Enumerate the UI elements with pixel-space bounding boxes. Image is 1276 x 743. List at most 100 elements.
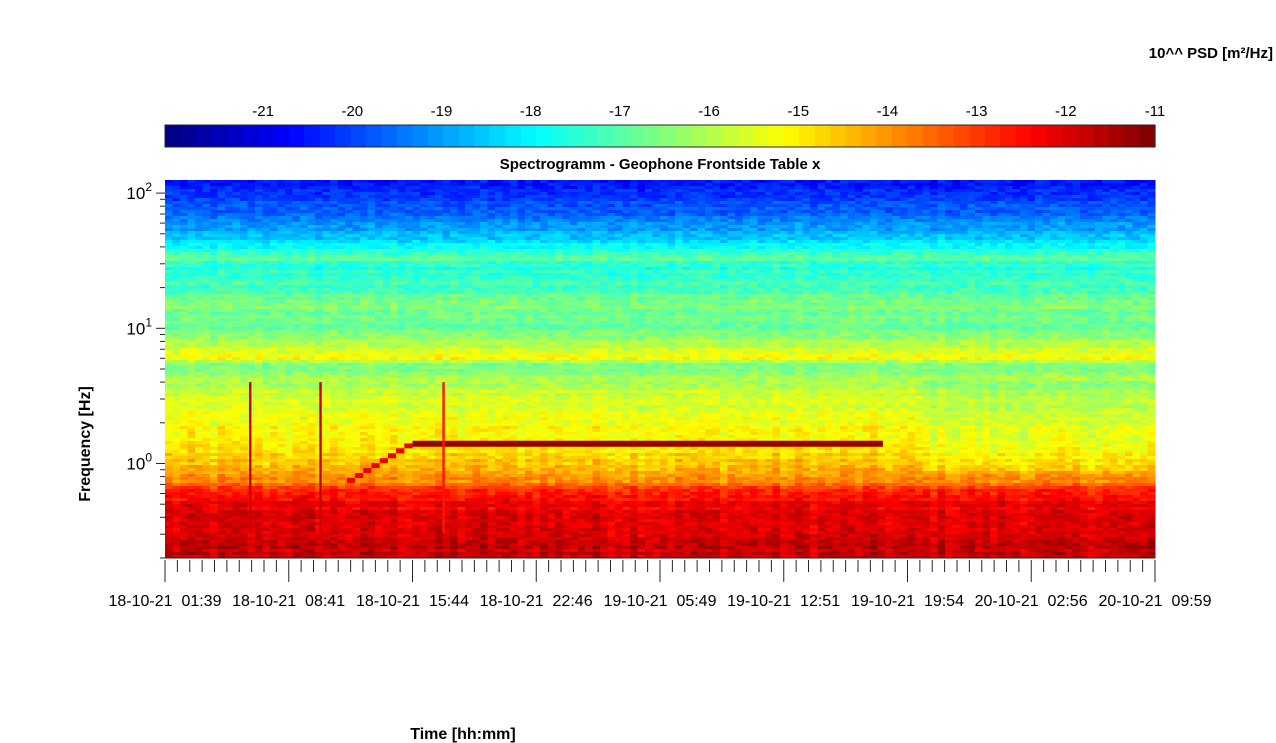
spectrogram-cell <box>405 225 413 229</box>
spectrogram-cell <box>660 216 668 220</box>
spectrogram-cell <box>353 282 361 286</box>
spectrogram-cell <box>900 225 908 229</box>
spectrogram-cell <box>398 189 406 193</box>
spectrogram-cell <box>225 234 233 238</box>
spectrogram-cell <box>893 225 901 229</box>
spectrogram-cell <box>533 207 541 211</box>
spectrogram-cell <box>960 288 968 292</box>
spectrogram-cell <box>390 255 398 259</box>
spectrogram-cell <box>203 228 211 232</box>
spectrogram-cell <box>1020 180 1028 184</box>
spectrogram-cell <box>585 189 593 193</box>
spectrogram-cell <box>323 246 331 250</box>
spectrogram-cell <box>443 201 451 205</box>
spectrogram-cell <box>653 249 661 253</box>
spectrogram-cell <box>195 261 203 265</box>
spectrogram-cell <box>390 240 398 244</box>
spectrogram-cell <box>608 243 616 247</box>
spectrogram-cell <box>233 219 241 223</box>
spectrogram-cell <box>188 264 196 268</box>
spectrogram-cell <box>615 189 623 193</box>
spectrogram-cell <box>1013 252 1021 256</box>
spectrogram-cell <box>668 246 676 250</box>
spectrogram-cell <box>263 267 271 271</box>
spectrogram-cell <box>645 222 653 226</box>
spectrogram-cell <box>165 243 173 247</box>
spectrogram-cell <box>615 183 623 187</box>
spectrogram-cell <box>945 216 953 220</box>
spectrogram-cell <box>615 246 623 250</box>
spectrogram-cell <box>270 240 278 244</box>
spectrogram-cell <box>480 192 488 196</box>
spectrogram-cell <box>345 264 353 268</box>
spectrogram-cell <box>465 198 473 202</box>
spectrogram-cell <box>555 201 563 205</box>
spectrogram-cell <box>855 231 863 235</box>
spectrogram-cell <box>383 213 391 217</box>
spectrogram-cell <box>630 237 638 241</box>
colorbar-cell <box>474 125 490 147</box>
spectrogram-cell <box>255 216 263 220</box>
spectrogram-cell <box>728 231 736 235</box>
spectrogram-cell <box>233 285 241 289</box>
spectrogram-cell <box>518 267 526 271</box>
spectrogram-cell <box>735 219 743 223</box>
spectrogram-cell <box>285 219 293 223</box>
spectrogram-cell <box>923 267 931 271</box>
spectrogram-cell <box>330 231 338 235</box>
spectrogram-cell <box>765 186 773 190</box>
spectrogram-cell <box>690 267 698 271</box>
spectrogram-cell <box>225 261 233 265</box>
spectrogram-cell <box>773 198 781 202</box>
spectrogram-cell <box>353 228 361 232</box>
spectrogram-cell <box>585 195 593 199</box>
spectrogram-cell <box>1028 273 1036 277</box>
spectrogram-cell <box>353 252 361 256</box>
spectrogram-cell <box>428 183 436 187</box>
spectrogram-cell <box>945 201 953 205</box>
spectrogram-cell <box>188 231 196 235</box>
spectrogram-cell <box>690 240 698 244</box>
spectrogram-cell <box>743 285 751 289</box>
colorbar-cell <box>397 125 413 147</box>
spectrogram-cell <box>1110 201 1118 205</box>
spectrogram-cell <box>840 204 848 208</box>
spectrogram-cell <box>900 180 908 184</box>
spectrogram-cell <box>653 234 661 238</box>
spectrogram-cell <box>270 279 278 283</box>
spectrogram-cell <box>750 183 758 187</box>
spectrogram-cell <box>308 240 316 244</box>
spectrogram-cell <box>750 234 758 238</box>
spectrogram-cell <box>833 249 841 253</box>
spectrogram-cell <box>165 207 173 211</box>
spectrogram-cell <box>840 228 848 232</box>
spectrogram-cell <box>803 243 811 247</box>
spectrogram-cell <box>668 204 676 208</box>
spectrogram-cell <box>390 234 398 238</box>
spectrogram-cell <box>1080 279 1088 283</box>
spectrogram-cell <box>450 270 458 274</box>
spectrogram-cell <box>1058 261 1066 265</box>
spectrogram-cell <box>368 276 376 280</box>
spectrogram-cell <box>653 180 661 184</box>
spectrogram-cell <box>968 276 976 280</box>
spectrogram-cell <box>675 198 683 202</box>
spectrogram-cell <box>405 207 413 211</box>
spectrogram-cell <box>683 252 691 256</box>
spectrogram-cell <box>248 210 256 214</box>
spectrogram-cell <box>758 261 766 265</box>
spectrogram-cell <box>263 276 271 280</box>
spectrogram-cell <box>1088 183 1096 187</box>
spectrogram-cell <box>1035 261 1043 265</box>
spectrogram-cell <box>345 270 353 274</box>
spectrogram-cell <box>458 204 466 208</box>
spectrogram-cell <box>285 279 293 283</box>
spectrogram-cell <box>375 201 383 205</box>
spectrogram-cell <box>585 225 593 229</box>
spectrogram-cell <box>390 186 398 190</box>
spectrogram-cell <box>735 228 743 232</box>
spectrogram-cell <box>405 252 413 256</box>
spectrogram-cell <box>705 204 713 208</box>
spectrogram-cell <box>840 240 848 244</box>
spectrogram-cell <box>1095 276 1103 280</box>
